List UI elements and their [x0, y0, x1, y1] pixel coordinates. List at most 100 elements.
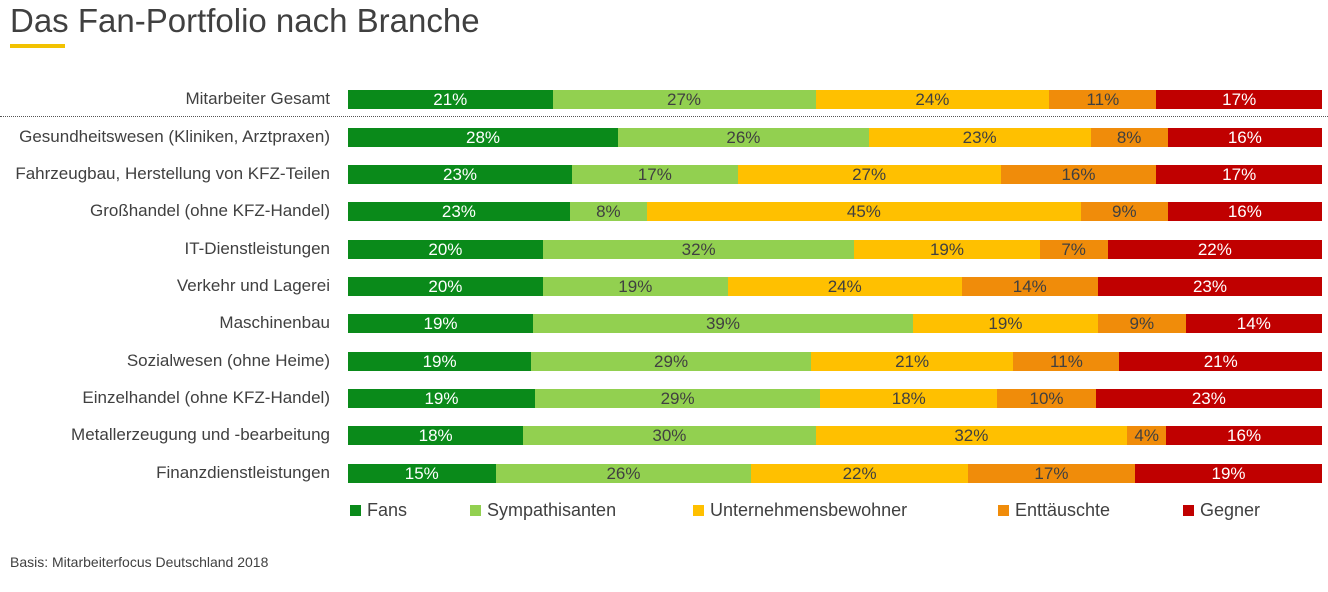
data-label: 32%	[954, 426, 989, 445]
bar-segment: 8%	[1090, 128, 1168, 147]
data-label: 19%	[423, 314, 458, 333]
data-label: 27%	[852, 165, 887, 184]
bar-segment: 18%	[348, 426, 524, 445]
bar-track: 23% 17% 27% 16% 17%	[348, 165, 1322, 184]
bar-segment: 32%	[815, 426, 1128, 445]
legend-label: Fans	[367, 500, 408, 520]
bar-segment: 39%	[533, 314, 913, 333]
bar-segment: 10%	[997, 389, 1096, 408]
data-label: 28%	[465, 128, 501, 147]
data-label: 45%	[846, 202, 881, 221]
legend-swatch	[998, 505, 1009, 516]
legend-item: Fans	[350, 500, 407, 521]
category-label: Sozialwesen (ohne Heime)	[126, 351, 330, 370]
data-label: 17%	[1222, 165, 1257, 184]
data-label: 22%	[842, 464, 877, 483]
chart-title: Das Fan-Portfolio nach Branche	[10, 2, 480, 39]
data-label: 16%	[1227, 426, 1262, 445]
data-label: 9%	[1112, 202, 1137, 221]
data-label: 14%	[1236, 314, 1271, 333]
bar-segment: 16%	[1167, 128, 1322, 147]
data-label: 20%	[428, 240, 463, 259]
data-label: 24%	[915, 90, 950, 109]
bar-segment: 4%	[1127, 426, 1167, 445]
bar-track: 20% 19% 24% 14% 23%	[348, 277, 1322, 296]
legend-swatch	[693, 505, 704, 516]
legend-label: Unternehmensbewohner	[710, 500, 908, 520]
bar-segment: 16%	[1167, 202, 1322, 221]
legend-item: Enttäuschte	[998, 500, 1110, 521]
data-label: 30%	[652, 426, 687, 445]
bar-segment: 16%	[1000, 165, 1157, 184]
bar-track: 19% 39% 19% 9% 14%	[348, 314, 1322, 333]
bar-segment: 19%	[348, 314, 534, 333]
bar-segment: 17%	[1156, 90, 1322, 109]
bar-segment: 29%	[534, 389, 821, 408]
bar-segment: 17%	[1156, 165, 1322, 184]
category-label: Verkehr und Lagerei	[176, 276, 330, 295]
data-label: 17%	[637, 165, 672, 184]
data-label: 9%	[1129, 314, 1155, 333]
bar-segment: 18%	[820, 389, 998, 408]
data-label: 39%	[705, 314, 740, 333]
bar-segment: 14%	[961, 277, 1098, 296]
bar-segment: 27%	[552, 90, 816, 109]
data-label: 20%	[428, 277, 463, 296]
data-label: 23%	[1191, 389, 1226, 408]
bar-segment: 23%	[868, 128, 1091, 147]
bar-segment: 24%	[727, 277, 962, 296]
bar-segment: 17%	[967, 464, 1136, 483]
bar-segment: 8%	[569, 202, 647, 221]
bar-segment: 19%	[854, 240, 1040, 259]
data-label: 19%	[618, 277, 653, 296]
bar-segment: 45%	[646, 202, 1081, 221]
category-label: Maschinenbau	[219, 313, 330, 332]
bar-segment: 21%	[348, 90, 553, 109]
bar-segment: 26%	[618, 128, 869, 147]
title-underline	[10, 44, 65, 48]
data-label: 14%	[1012, 277, 1047, 296]
bar-segment: 7%	[1039, 240, 1108, 259]
data-label: 8%	[1116, 128, 1142, 147]
bar-segment: 20%	[348, 277, 543, 296]
bar-segment: 9%	[1080, 202, 1168, 221]
bar-segment: 23%	[348, 202, 570, 221]
legend-label: Enttäuschte	[1015, 500, 1111, 520]
source-note: Basis: Mitarbeiterfocus Deutschland 2018	[10, 554, 269, 570]
bar-segment: 19%	[912, 314, 1098, 333]
data-label: 16%	[1227, 128, 1262, 147]
bar-segment: 16%	[1166, 426, 1322, 445]
data-label: 21%	[433, 90, 468, 109]
data-label: 21%	[895, 352, 930, 371]
bar-segment: 29%	[531, 352, 811, 371]
category-label: IT-Dienstleistungen	[184, 239, 330, 258]
category-label: Großhandel (ohne KFZ-Handel)	[89, 201, 330, 220]
data-label: 29%	[654, 352, 689, 371]
data-label: 32%	[681, 240, 716, 259]
bar-segment: 19%	[542, 277, 728, 296]
bar-segment: 20%	[348, 240, 543, 259]
legend-item: Sympathisanten	[470, 500, 616, 521]
bar-segment: 32%	[542, 240, 855, 259]
bar-segment: 23%	[348, 165, 573, 184]
data-label: 23%	[442, 165, 478, 184]
legend-item: Unternehmensbewohner	[693, 500, 907, 521]
data-label: 11%	[1086, 90, 1120, 109]
bar-track: 19% 29% 18% 10% 23%	[348, 389, 1322, 408]
bar-segment: 23%	[1097, 277, 1322, 296]
data-label: 15%	[404, 464, 439, 483]
legend-swatch	[470, 505, 481, 516]
data-label: 19%	[424, 389, 459, 408]
data-label: 21%	[1203, 352, 1238, 371]
data-label: 22%	[1197, 240, 1232, 259]
bar-track: 18% 30% 32% 4% 16%	[348, 426, 1322, 445]
data-label: 17%	[1222, 90, 1257, 109]
data-label: 16%	[1061, 165, 1096, 184]
bar-segment: 11%	[1049, 90, 1157, 109]
legend-item: Gegner	[1183, 500, 1260, 521]
bar-track: 23% 8% 45% 9% 16%	[348, 202, 1322, 221]
bar-segment: 9%	[1097, 314, 1186, 333]
bar-track: 20% 32% 19% 7% 22%	[348, 240, 1322, 259]
data-label: 19%	[929, 240, 964, 259]
bar-segment: 17%	[572, 165, 738, 184]
